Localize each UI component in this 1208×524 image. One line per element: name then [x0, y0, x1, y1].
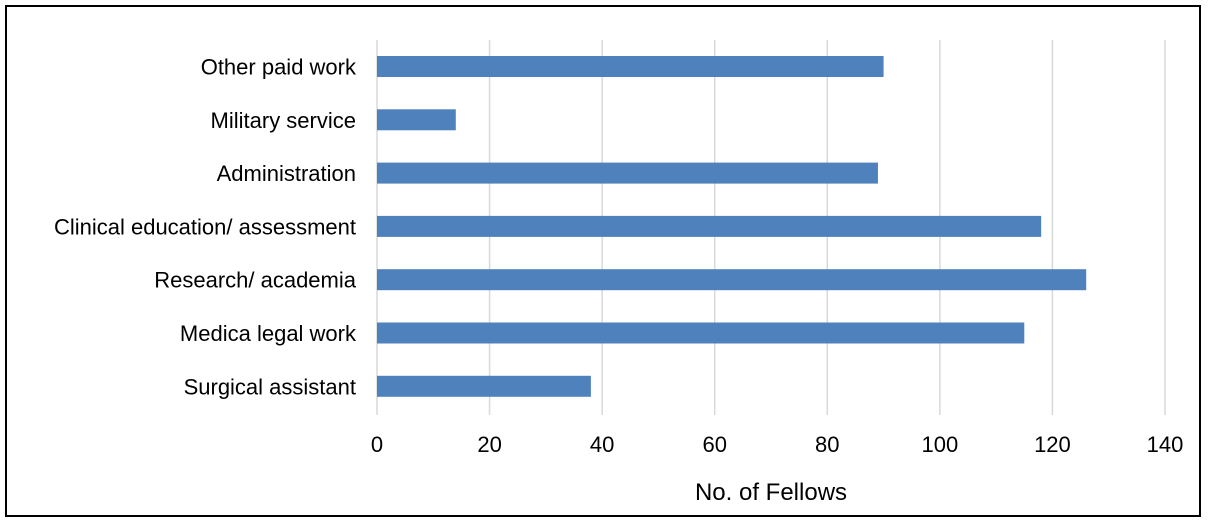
- category-label: Other paid work: [201, 55, 357, 80]
- x-tick-label: 60: [702, 432, 726, 457]
- chart-frame: [5, 5, 1201, 517]
- bar: [377, 375, 591, 397]
- x-tick-label: 100: [921, 432, 958, 457]
- x-tick-label: 40: [590, 432, 614, 457]
- category-labels: Other paid work Military service Administr…: [54, 55, 357, 400]
- x-tick-label: 140: [1147, 432, 1184, 457]
- x-tick-label: 0: [371, 432, 383, 457]
- x-tick-label: 20: [477, 432, 501, 457]
- category-label: Medica legal work: [180, 321, 357, 346]
- x-tick-labels: 0 20 40 60 80 100 120 140: [371, 432, 1183, 457]
- category-label: Research/ academia: [154, 268, 357, 293]
- x-tick-label: 120: [1034, 432, 1071, 457]
- bar: [377, 56, 884, 77]
- bar: [377, 109, 456, 131]
- bar: [377, 215, 1042, 237]
- category-label: Clinical education/ assessment: [54, 214, 356, 239]
- bar: [377, 162, 878, 184]
- x-tick-label: 80: [815, 432, 839, 457]
- category-label: Military service: [211, 108, 356, 133]
- bar: [377, 269, 1087, 291]
- category-label: Surgical assistant: [184, 374, 356, 399]
- x-axis-title: No. of Fellows: [695, 479, 847, 506]
- bars: [377, 56, 1087, 397]
- category-label: Administration: [217, 161, 356, 186]
- bar: [377, 322, 1025, 344]
